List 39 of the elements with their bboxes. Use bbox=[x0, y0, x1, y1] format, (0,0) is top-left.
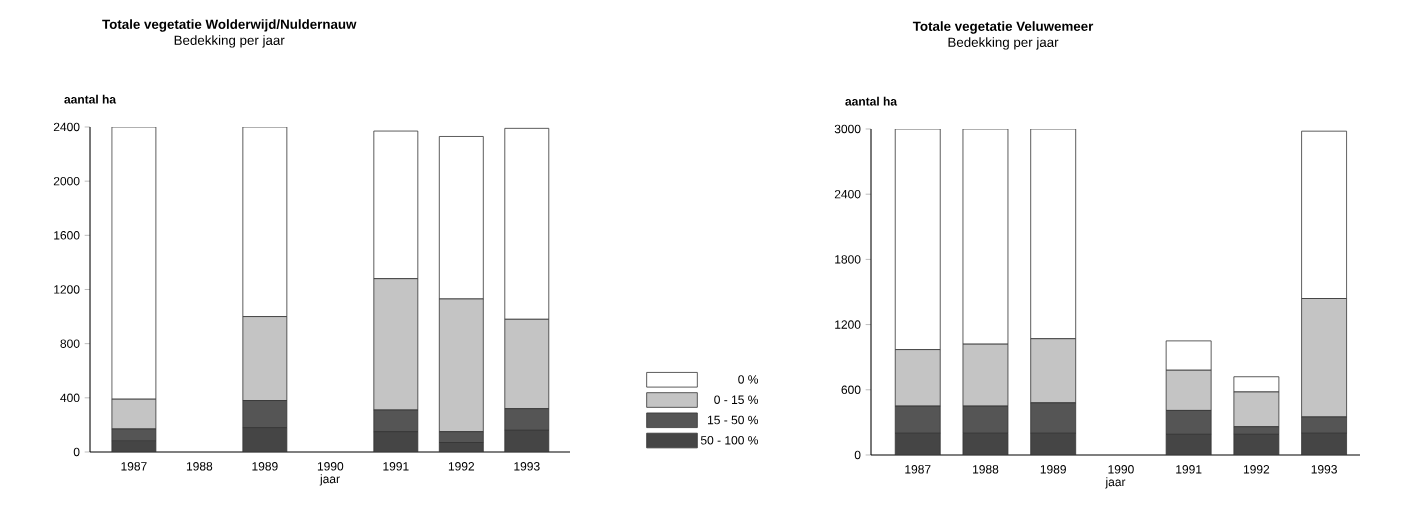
y-tick-label: 400 bbox=[60, 393, 80, 403]
y-tick-label: 2000 bbox=[53, 176, 80, 186]
text: 0 % bbox=[738, 375, 759, 384]
y-tick-label: 600 bbox=[841, 385, 861, 395]
y-tick-label: 1800 bbox=[835, 255, 861, 264]
x-tick-label: 1990 bbox=[317, 462, 344, 471]
x-tick-label: 1989 bbox=[252, 462, 278, 471]
y-tick-label: 0 bbox=[854, 450, 861, 460]
chart-title: Totale vegetatie Wolderwijd/Nuldernauw bbox=[102, 19, 357, 32]
legend-label: 15 - 50 % bbox=[708, 415, 758, 425]
x-tick-label: 1993 bbox=[514, 462, 540, 471]
x-tick-label: 1992 bbox=[1243, 465, 1270, 474]
y-tick-label: 1600 bbox=[54, 231, 80, 240]
y-tick-label: 2400 bbox=[53, 122, 80, 132]
x-axis-title: jaar bbox=[319, 474, 340, 486]
y-tick-label: 1200 bbox=[835, 320, 861, 329]
chart-subtitle: Bedekking per jaar bbox=[174, 35, 285, 48]
y-tick-label: 3000 bbox=[834, 124, 861, 134]
x-axis-title: jaar bbox=[1105, 477, 1126, 489]
x-tick-label: 1993 bbox=[1311, 465, 1337, 474]
y-axis-title: aantal ha bbox=[845, 96, 898, 106]
y-tick-label: 800 bbox=[60, 339, 80, 348]
x-tick-label: 1989 bbox=[1040, 465, 1066, 474]
legend-label: 50 - 100 % bbox=[700, 436, 758, 445]
y-tick-label: 2400 bbox=[834, 189, 861, 199]
y-tick-label: 1200 bbox=[54, 285, 80, 294]
legend-label: 0 - 15 % bbox=[714, 395, 759, 404]
x-tick-label: 1992 bbox=[448, 462, 475, 471]
x-tick-label: 1988 bbox=[186, 462, 213, 471]
y-tick-label: 0 bbox=[73, 447, 80, 457]
x-tick-label: 1991 bbox=[1176, 465, 1202, 474]
x-tick-label: 1988 bbox=[973, 465, 999, 474]
x-tick-label: 1990 bbox=[1108, 465, 1134, 474]
y-axis-title: aantal ha bbox=[64, 94, 117, 104]
x-tick-label: 1987 bbox=[121, 462, 147, 471]
x-tick-label: 1991 bbox=[383, 462, 409, 471]
chart-subtitle: Bedekking per jaar bbox=[948, 37, 1059, 50]
chart-title: Totale vegetatie Veluwemeer bbox=[912, 21, 1094, 34]
x-tick-label: 1987 bbox=[905, 465, 931, 474]
